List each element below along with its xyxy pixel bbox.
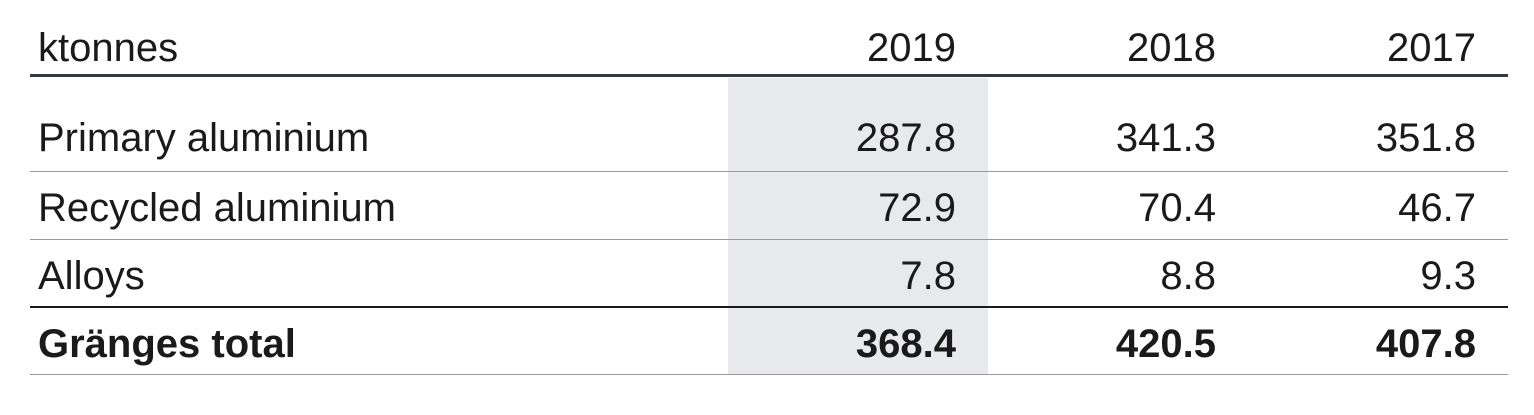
row-label: Primary aluminium xyxy=(38,116,370,160)
total-row: Gränges total 368.4 420.5 407.8 xyxy=(30,324,1508,364)
row-divider xyxy=(30,239,1508,240)
total-value: 368.4 xyxy=(855,322,956,366)
total-label: Gränges total xyxy=(38,322,296,366)
cell-value: 351.8 xyxy=(1375,116,1476,160)
cell-value: 70.4 xyxy=(1138,186,1216,230)
total-value: 420.5 xyxy=(1115,322,1216,366)
cell-value: 46.7 xyxy=(1398,186,1476,230)
total-value: 407.8 xyxy=(1375,322,1476,366)
bottom-divider xyxy=(30,374,1508,375)
table-row: Alloys 7.8 8.8 9.3 xyxy=(30,256,1508,296)
row-label: Alloys xyxy=(38,254,145,298)
cell-value: 341.3 xyxy=(1115,116,1216,160)
cell-value: 8.8 xyxy=(1160,254,1216,298)
table-row: Primary aluminium 287.8 341.3 351.8 xyxy=(30,118,1508,158)
table-row: Recycled aluminium 72.9 70.4 46.7 xyxy=(30,188,1508,228)
cell-value: 72.9 xyxy=(878,186,956,230)
total-divider xyxy=(30,306,1508,308)
year-header-2019: 2019 xyxy=(867,26,956,70)
unit-label: ktonnes xyxy=(38,26,179,70)
production-volume-table: ktonnes 2019 2018 2017 Primary aluminium… xyxy=(30,0,1508,415)
current-year-column-highlight xyxy=(728,78,988,374)
year-header-2017: 2017 xyxy=(1387,26,1476,70)
cell-value: 9.3 xyxy=(1420,254,1476,298)
year-header-2018: 2018 xyxy=(1127,26,1216,70)
row-divider xyxy=(30,171,1508,172)
cell-value: 287.8 xyxy=(855,116,956,160)
header-divider xyxy=(30,74,1508,77)
row-label: Recycled aluminium xyxy=(38,186,396,230)
cell-value: 7.8 xyxy=(900,254,956,298)
table-header-row: ktonnes 2019 2018 2017 xyxy=(30,28,1508,68)
